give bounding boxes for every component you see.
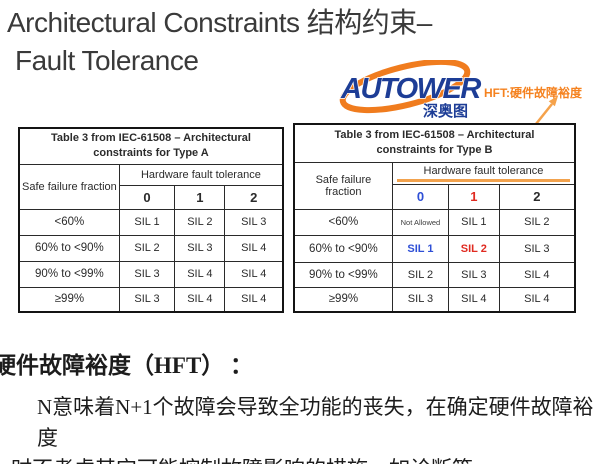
table-title: Table 3 from IEC-61508 – Architectural c…	[293, 123, 576, 163]
hft-col-2: 2	[498, 183, 576, 210]
table-cell: SIL 4	[498, 261, 576, 288]
hft-col-0: 0	[118, 184, 176, 210]
table-cell: SIL 2	[498, 208, 576, 236]
table-cell: SIL 2	[118, 234, 176, 262]
table-cell: ≥99%	[18, 286, 120, 313]
table-row: Table 3 from IEC-61508 – Architectural c…	[293, 123, 576, 163]
table-cell: SIL 4	[224, 286, 284, 313]
table-title-line2: constraints for Type A	[93, 147, 209, 160]
table-row: 90% to <99% SIL 2 SIL 3 SIL 4	[293, 261, 576, 288]
logo-brand-text: AUTOWER	[340, 73, 481, 105]
table-cell: SIL 4	[498, 286, 576, 313]
table-cell: SIL 2	[174, 208, 226, 236]
table-cell: SIL 2	[448, 234, 500, 263]
table-cell: SIL 3	[118, 286, 176, 313]
table-row: 0 1 2	[19, 184, 284, 210]
table-row: 90% to <99% SIL 3 SIL 4 SIL 4	[18, 260, 284, 288]
hft-col-1: 1	[448, 183, 500, 210]
table-title-line2: constraints for Type B	[376, 144, 493, 157]
table-cell: 90% to <99%	[18, 260, 120, 288]
table-row: Table 3 from IEC-61508 – Architectural c…	[18, 127, 284, 165]
table-cell: SIL 3	[224, 208, 284, 236]
table-cell: SIL 1	[448, 208, 500, 236]
table-cell: SIL 4	[174, 260, 226, 288]
table-cell: SIL 3	[498, 234, 576, 263]
table-cell: <60%	[18, 208, 120, 236]
table-title-line1: Table 3 from IEC-61508 – Architectural	[334, 129, 535, 142]
table-cell: SIL 4	[224, 234, 284, 262]
table-row: 60% to <90% SIL 2 SIL 3 SIL 4	[18, 234, 284, 262]
hft-group-header: Hardware fault tolerance	[391, 161, 576, 185]
hft-notes: 硬件故障裕度（HFT） ： N意味着N+1个故障会导致全功能的丧失，在确定硬件故…	[0, 350, 600, 464]
notes-line-2: 时不考虑其它可能控制故障影响的措施，如诊断等	[11, 454, 600, 464]
table-cell: ≥99%	[293, 286, 393, 313]
logo-swoosh-icon	[339, 60, 471, 114]
table-row: ≥99% SIL 3 SIL 4 SIL 4	[18, 286, 284, 313]
hft-group-header-label: Hardware fault tolerance	[396, 165, 570, 182]
table-row: 60% to <90% SIL 1 SIL 2 SIL 3	[293, 234, 576, 263]
title-line-1: Architectural Constraints 结构约束–	[7, 7, 432, 38]
notes-line-1: N意味着N+1个故障会导致全功能的丧失，在确定硬件故障裕度	[37, 395, 594, 450]
table-cell: SIL 4	[448, 286, 500, 313]
table-cell: SIL 4	[174, 286, 226, 313]
table-row: Safe failure fraction Hardware fault tol…	[18, 163, 284, 210]
table-title-line1: Table 3 from IEC-61508 – Architectural	[51, 132, 251, 145]
notes-heading: 硬件故障裕度（HFT） ：	[0, 353, 254, 378]
table-row: <60% SIL 1 SIL 2 SIL 3	[18, 208, 284, 236]
logo-brand-cn-text: 深奥图	[423, 102, 468, 120]
notes-body: N意味着N+1个故障会导致全功能的丧失，在确定硬件故障裕度 时不考虑其它可能控制…	[11, 392, 600, 464]
table-row: Safe failure fraction Hardware fault tol…	[293, 161, 576, 210]
page-title: Architectural Constraints 结构约束– Fault To…	[7, 4, 432, 80]
table-cell: SIL 1	[118, 208, 176, 236]
table-cell: 60% to <90%	[293, 234, 393, 263]
hft-col-0: 0	[391, 183, 450, 210]
table-cell: SIL 4	[224, 260, 284, 288]
table-type-a: Table 3 from IEC-61508 – Architectural c…	[18, 127, 284, 313]
autower-logo: AUTOWER 深奥图	[339, 60, 484, 120]
hft-group-header: Hardware fault tolerance	[118, 163, 284, 186]
table-cell: SIL 3	[174, 234, 226, 262]
table-cell: SIL 2	[391, 261, 450, 288]
sff-header: Safe failure fraction	[18, 163, 120, 210]
table-cell: SIL 1	[391, 234, 450, 263]
table-type-b: Table 3 from IEC-61508 – Architectural c…	[293, 123, 576, 313]
hft-col-2: 2	[224, 184, 284, 210]
table-row: <60% Not Allowed SIL 1 SIL 2	[293, 208, 576, 236]
table-cell: Not Allowed	[391, 208, 450, 236]
table-cell: SIL 3	[448, 261, 500, 288]
table-cell: SIL 3	[391, 286, 450, 313]
table-cell: <60%	[293, 208, 393, 236]
hft-col-1: 1	[174, 184, 226, 210]
table-cell: 60% to <90%	[18, 234, 120, 262]
table-row: ≥99% SIL 3 SIL 4 SIL 4	[293, 286, 576, 313]
table-cell: 90% to <99%	[293, 261, 393, 288]
table-title: Table 3 from IEC-61508 – Architectural c…	[18, 127, 284, 165]
title-line-2: Fault Tolerance	[15, 45, 199, 76]
table-cell: SIL 3	[118, 260, 176, 288]
sff-header: Safe failure fraction	[293, 161, 393, 210]
